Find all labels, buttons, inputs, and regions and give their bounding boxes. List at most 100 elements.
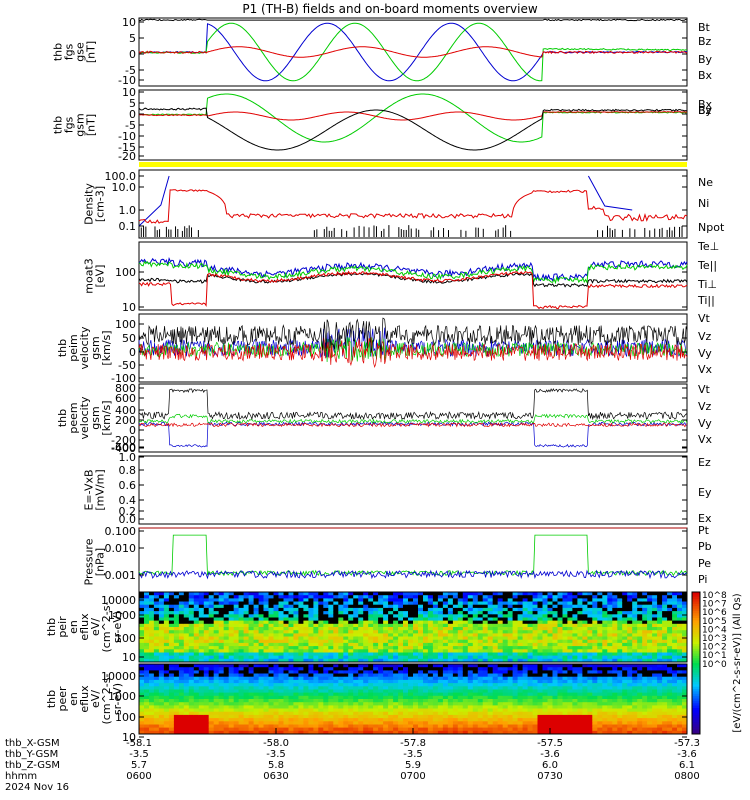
spectrogram-cell [153, 683, 160, 687]
spectrogram-cell [253, 730, 259, 735]
spectrogram-cell [457, 633, 464, 637]
spectrogram-cell [462, 724, 469, 729]
spectrogram-cell [238, 630, 244, 634]
spectrogram-cell [139, 627, 145, 631]
legend-Pt: Pt [698, 524, 710, 537]
spectrogram-cell [497, 667, 504, 671]
spectrogram-cell [313, 614, 319, 618]
spectrogram-cell [358, 689, 364, 694]
spectrogram-cell [632, 646, 638, 650]
spectrogram-cell [303, 699, 309, 703]
spectrogram-cell [163, 667, 170, 671]
spectrogram-cell [542, 711, 548, 716]
spectrogram-cell [173, 705, 180, 709]
spectrogram-cell [557, 673, 563, 678]
spectrogram-cell [293, 601, 299, 606]
spectrogram-cell [228, 598, 235, 602]
spectrogram-cell [572, 689, 578, 694]
spectrogram-cell [452, 614, 459, 618]
spectrogram-cell [258, 724, 264, 729]
spectrogram-cell [218, 705, 225, 709]
spectrogram-cell [482, 655, 489, 660]
spectrogram-cell [363, 655, 369, 660]
spectrogram-cell [567, 614, 573, 618]
spectrogram-cell [627, 611, 633, 615]
spectrogram-cell [507, 714, 514, 719]
spectrogram-cell [153, 652, 160, 657]
y-axis-label: Density [83, 183, 96, 225]
spectrogram-cell [378, 721, 384, 725]
spectrogram-cell [243, 601, 249, 606]
spectrogram-cell [542, 620, 548, 625]
spectrogram-cell [637, 714, 643, 719]
spectrogram-cell [552, 630, 558, 634]
spectrogram-cell [452, 652, 459, 657]
spectrogram-cell [183, 730, 190, 735]
spectrogram-cell [283, 724, 289, 729]
series-Npot [138, 175, 170, 227]
spectrogram-cell [158, 705, 165, 709]
spectrogram-cell [328, 646, 334, 650]
spectrogram-cell [452, 655, 459, 660]
spectrogram-cell [268, 664, 274, 668]
spectrogram-cell [647, 642, 653, 647]
spectrogram-cell [452, 620, 459, 625]
spectrogram-cell [383, 639, 389, 644]
spectrogram-cell [218, 649, 225, 653]
spectrogram-cell [492, 705, 499, 709]
spectrogram-cell [373, 718, 379, 722]
spectrogram-cell [587, 646, 593, 650]
spectrogram-cell [532, 695, 538, 700]
spectrogram-cell [303, 695, 309, 700]
spectrogram-cell [423, 649, 429, 653]
spectrogram-cell [183, 646, 190, 650]
spectrogram-cell [203, 730, 210, 735]
spectrogram-cell [662, 646, 668, 650]
spectrogram-cell [353, 664, 359, 668]
spectrogram-cell [153, 664, 160, 668]
spectrogram-cell [537, 702, 543, 706]
spectrogram-cell [617, 601, 623, 606]
spectrogram-cell [398, 646, 404, 650]
spectrogram-cell [363, 699, 369, 703]
spectrogram-cell [213, 711, 220, 716]
spectrogram-cell [582, 604, 588, 609]
spectrogram-cell [547, 708, 553, 713]
spectrogram-cell [562, 679, 568, 684]
spectrogram-cell [233, 623, 240, 628]
spectrogram-cell [592, 664, 598, 668]
spectrogram-cell [168, 604, 175, 609]
spectrogram-cell [482, 604, 489, 609]
spectrogram-cell [517, 604, 523, 609]
spectrogram-cell [408, 670, 414, 674]
spectrogram-cell [462, 683, 469, 687]
spectrogram-cell [607, 699, 613, 703]
spectrogram-cell [472, 727, 479, 732]
spectrogram-cell [378, 692, 384, 697]
spectrogram-cell [198, 620, 205, 625]
spectrogram-cell [627, 721, 633, 725]
spectrogram-cell [288, 639, 294, 644]
spectrogram-cell [423, 627, 429, 631]
spectrogram-cell [652, 633, 658, 637]
spectrogram-cell [328, 595, 334, 599]
spectrogram-cell [418, 727, 424, 732]
spectrogram-cell [268, 708, 274, 713]
spectrogram-cell [243, 721, 249, 725]
spectrogram-cell [507, 670, 514, 674]
spectrogram-cell [258, 727, 264, 732]
spectrogram-cell [373, 695, 379, 700]
spectrogram-cell [527, 658, 533, 663]
legend-Te||: Te|| [697, 259, 717, 272]
spectrogram-cell [408, 699, 414, 703]
y-axis-label: peir [56, 616, 69, 638]
spectrogram-cell [432, 724, 439, 729]
spectrogram-cell [637, 676, 643, 681]
spectrogram-cell [477, 611, 484, 615]
spectrogram-cell [627, 601, 633, 606]
spectrogram-cell [253, 679, 259, 684]
spectrogram-cell [447, 692, 454, 697]
spectrogram-cell [627, 655, 633, 660]
spectrogram-cell [532, 727, 538, 732]
